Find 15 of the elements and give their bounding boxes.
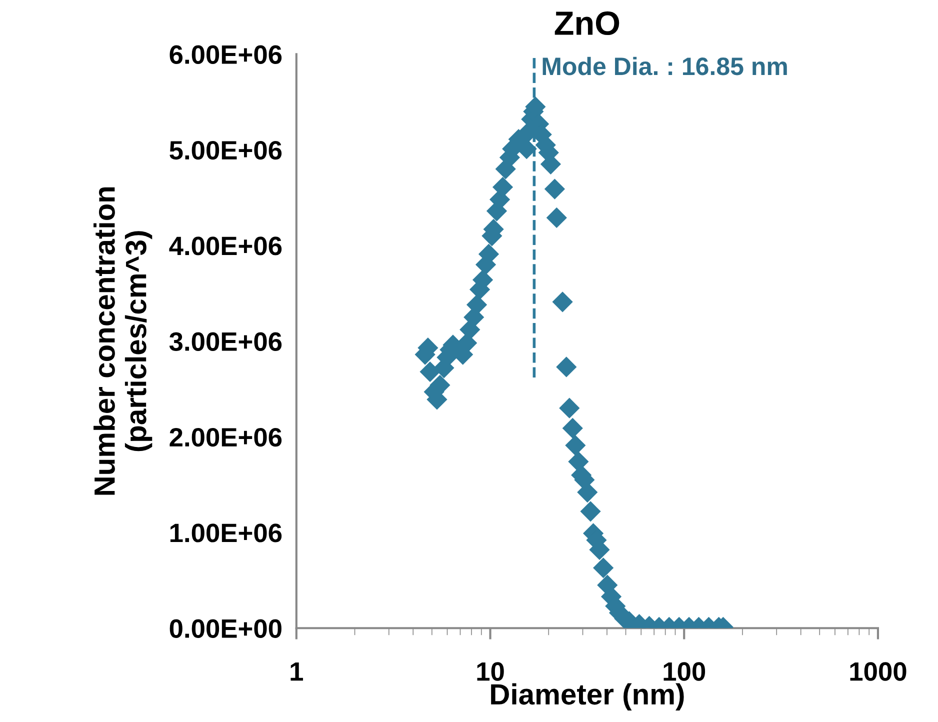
x-tick-label: 100	[664, 662, 706, 681]
x-tick-label: 1000	[850, 662, 906, 681]
y-tick-label: 2.00E+06	[170, 428, 282, 447]
x-tick-label: 1	[290, 662, 304, 681]
y-tick-label: 3.00E+06	[169, 332, 282, 352]
y-axis-title: Number concentration (particles/cm^3)	[94, 187, 152, 495]
x-axis-title: Diameter (nm)	[491, 683, 684, 710]
chart-title: ZnO	[554, 11, 620, 36]
annotation: Mode Dia. : 16.85 nm	[542, 56, 787, 76]
y-tick-label: 0.00E+00	[170, 619, 282, 638]
y-tick-label: 6.00E+06	[170, 45, 282, 64]
x-tick-label: 10	[477, 662, 504, 681]
y-tick-label: 5.00E+06	[170, 140, 282, 160]
y-tick-label: 1.00E+06	[170, 524, 282, 542]
y-tick-label: 4.00E+06	[169, 236, 282, 256]
